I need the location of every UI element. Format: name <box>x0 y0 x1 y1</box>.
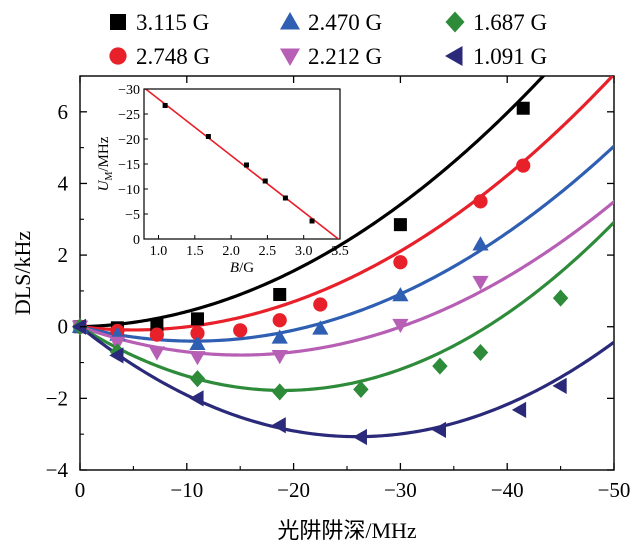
legend-marker-6 <box>445 46 463 66</box>
data-point-s2-3 <box>149 327 164 342</box>
data-point-s3-5 <box>312 320 329 335</box>
inset-y-tick-label-2: −5 <box>125 208 140 223</box>
legend-marker-4 <box>280 48 300 66</box>
y-tick-label-5: 4 <box>58 171 69 195</box>
data-point-s5-4 <box>271 383 288 401</box>
data-point-s2-7 <box>313 297 328 312</box>
fit-curve-1 <box>80 76 546 329</box>
inset-point-1 <box>162 103 168 108</box>
legend-label-5: 1.687 G <box>473 10 547 35</box>
legend-label-6: 1.091 G <box>473 44 547 69</box>
legend-marker-2 <box>109 47 127 65</box>
data-point-s2-6 <box>272 313 287 328</box>
inset-point-4 <box>262 178 268 184</box>
data-point-s3-3 <box>189 335 206 351</box>
data-point-s5-5 <box>353 380 369 398</box>
y-tick-label-4: 2 <box>58 243 69 267</box>
legend-marker-3 <box>280 12 300 30</box>
x-tick-label-3: −20 <box>277 478 310 502</box>
fit-curve-4 <box>80 200 614 357</box>
data-point-s1-7 <box>516 101 530 115</box>
data-point-s6-2 <box>109 347 124 364</box>
inset-x-tick-label-1: 1.0 <box>150 244 168 259</box>
inset-point-2 <box>205 134 211 139</box>
data-point-s5-6 <box>432 357 448 375</box>
inset-x-tick-label-3: 2.0 <box>222 244 240 259</box>
x-tick-label-2: −10 <box>170 478 203 502</box>
fit-curve-5 <box>80 220 614 393</box>
inset-y-tick-label-7: −30 <box>118 83 140 98</box>
data-point-s5-7 <box>472 343 489 362</box>
data-point-s2-9 <box>473 194 488 209</box>
inset-x-tick-label-2: 1.5 <box>186 244 204 259</box>
inset-x-label: B/G <box>230 260 254 276</box>
data-point-s3-4 <box>271 329 288 344</box>
inset-y-label: UM/MHz <box>96 136 115 191</box>
legend-label-2: 2.748 G <box>136 44 210 69</box>
data-point-s4-3 <box>148 346 166 361</box>
legend-label-1: 3.115 G <box>136 10 209 35</box>
data-point-s1-4 <box>190 312 204 326</box>
data-point-s6-1 <box>71 318 87 335</box>
y-tick-label-3: 0 <box>58 315 69 339</box>
inset-fit-line <box>144 89 340 239</box>
y-tick-label-6: 6 <box>58 100 69 124</box>
data-point-s4-5 <box>271 350 288 365</box>
x-tick-label-6: −50 <box>598 478 631 502</box>
inset-y-tick-label-4: −15 <box>118 158 140 173</box>
data-point-s6-7 <box>511 401 527 418</box>
data-point-s4-7 <box>472 275 489 291</box>
inset-y-tick-label-1: 0 <box>133 233 140 248</box>
data-point-s3-6 <box>392 287 409 302</box>
inset-x-tick-label-5: 3.0 <box>295 244 313 259</box>
data-point-s1-5 <box>273 287 287 301</box>
y-tick-label-1: −4 <box>46 458 69 482</box>
data-point-s6-5 <box>352 428 367 446</box>
y-axis-label: DLS/kHz <box>10 231 35 316</box>
legend-marker-5 <box>445 11 465 33</box>
data-point-s3-7 <box>472 236 489 251</box>
data-point-s2-8 <box>393 255 408 270</box>
inset-point-6 <box>309 218 315 224</box>
x-tick-label-1: 0 <box>75 478 86 502</box>
inset-point-5 <box>282 195 288 201</box>
data-point-s6-6 <box>431 421 447 439</box>
x-axis-label: 光阱阱深/MHz <box>277 518 417 543</box>
legend: 3.115 G 2.470 G 1.687 G 2.748 G 2.212 G 1.091… <box>109 10 547 69</box>
legend-marker-1 <box>110 14 126 30</box>
data-point-s4-4 <box>189 351 206 366</box>
data-point-s2-5 <box>233 323 248 338</box>
data-point-s6-8 <box>552 377 567 394</box>
legend-label-3: 2.470 G <box>308 10 382 35</box>
inset-y-tick-label-6: −25 <box>118 108 140 123</box>
data-point-s6-4 <box>271 417 286 434</box>
inset-chart: 1.0 1.5 2.0 2.5 3.0 3.5 0 −5 −10 −15 −20 −25 −30 B/G U… <box>96 83 349 276</box>
data-point-s5-3 <box>189 370 206 388</box>
data-point-s2-10 <box>516 158 531 173</box>
main-data-markers <box>71 101 569 446</box>
x-tick-label-5: −40 <box>491 478 524 502</box>
x-tick-label-4: −30 <box>384 478 417 502</box>
fit-curve-3 <box>80 144 614 343</box>
inset-x-tick-label-4: 2.5 <box>259 244 277 259</box>
inset-point-3 <box>244 162 250 168</box>
data-point-s6-3 <box>189 390 204 407</box>
fit-curve-6 <box>80 325 614 439</box>
data-point-s2-4 <box>190 326 205 341</box>
data-point-s1-3 <box>150 318 164 332</box>
data-point-s5-8 <box>552 289 569 307</box>
inset-x-tick-label-6: 3.5 <box>331 244 349 259</box>
y-tick-label-2: −2 <box>46 386 68 410</box>
inset-y-tick-label-3: −10 <box>118 183 140 198</box>
data-point-s4-6 <box>392 318 409 334</box>
legend-label-4: 2.212 G <box>308 44 382 69</box>
inset-y-tick-label-5: −20 <box>118 133 140 148</box>
data-point-s1-6 <box>393 218 407 232</box>
